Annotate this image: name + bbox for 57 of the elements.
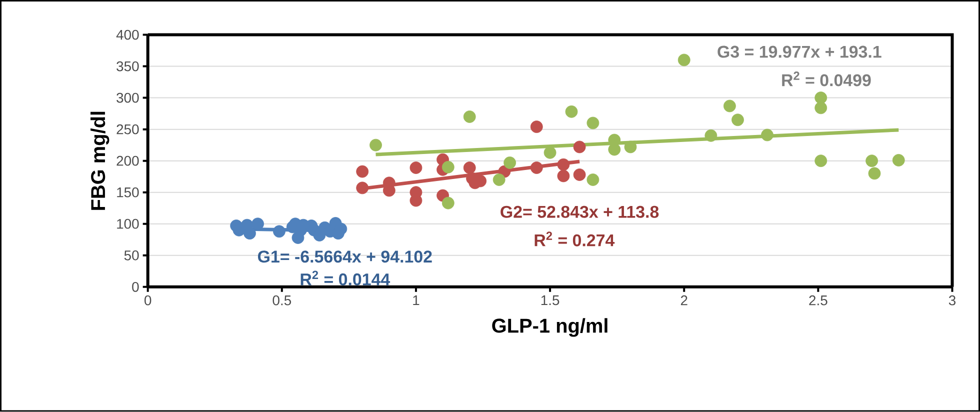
point [463, 110, 476, 124]
point [356, 182, 369, 194]
point [732, 114, 744, 126]
point [892, 154, 905, 167]
y-axis-title: FBG mg/dl [90, 112, 110, 210]
point [624, 140, 637, 154]
y-tick-label: 100 [117, 219, 139, 229]
y-tick-label: 50 [124, 250, 139, 260]
x-tick-label: 0 [144, 296, 152, 306]
point [761, 128, 774, 142]
annotation: R$^{2}$ = 0.0144 [300, 270, 390, 286]
point [565, 106, 578, 118]
annotation: G1= -6.5664x + 94.102 [258, 250, 432, 263]
x-tick-label: 1.5 [541, 296, 560, 306]
point [544, 146, 556, 159]
annotation: G3 = 19.977x + 193.1 [718, 46, 882, 58]
x-tick-label: 2 [680, 296, 688, 306]
point [442, 196, 454, 210]
point [273, 225, 286, 238]
point [370, 139, 382, 152]
point [586, 174, 600, 186]
point [586, 116, 600, 130]
y-tick-label: 0 [132, 282, 139, 292]
y-tick-label: 150 [117, 188, 139, 198]
x-tick-label: 1 [413, 296, 420, 306]
point [608, 143, 621, 156]
point [678, 54, 690, 66]
point [814, 102, 828, 114]
point [866, 154, 878, 168]
y-tick-label: 400 [116, 30, 139, 40]
point [704, 130, 718, 142]
point [573, 140, 586, 154]
point [530, 162, 543, 174]
x-tick-label: 0.5 [272, 296, 292, 306]
x-tick-label: 3 [948, 296, 956, 306]
annotation: R$^{2}$ = 0.274 [534, 232, 615, 246]
point [530, 120, 543, 134]
x-axis-title: GLP-1 ng/ml [492, 318, 608, 337]
x-tick-label: 2.5 [809, 296, 828, 306]
point [557, 170, 570, 182]
y-tick-label: 200 [116, 156, 139, 166]
point [723, 100, 736, 112]
annotation: R$^{2}$ = 0.0499 [782, 72, 871, 86]
point [356, 165, 369, 178]
point [463, 162, 476, 174]
point [868, 167, 881, 180]
point [814, 154, 828, 168]
point [442, 161, 454, 174]
point [504, 156, 516, 170]
annotation: G2= 52.843x + 113.8 [500, 206, 659, 218]
point [492, 174, 506, 186]
y-tick-label: 300 [116, 92, 139, 103]
point [557, 158, 570, 171]
y-tick-label: 250 [116, 124, 139, 134]
y-tick-label: 350 [116, 61, 139, 72]
point [573, 168, 586, 182]
point [410, 162, 422, 174]
